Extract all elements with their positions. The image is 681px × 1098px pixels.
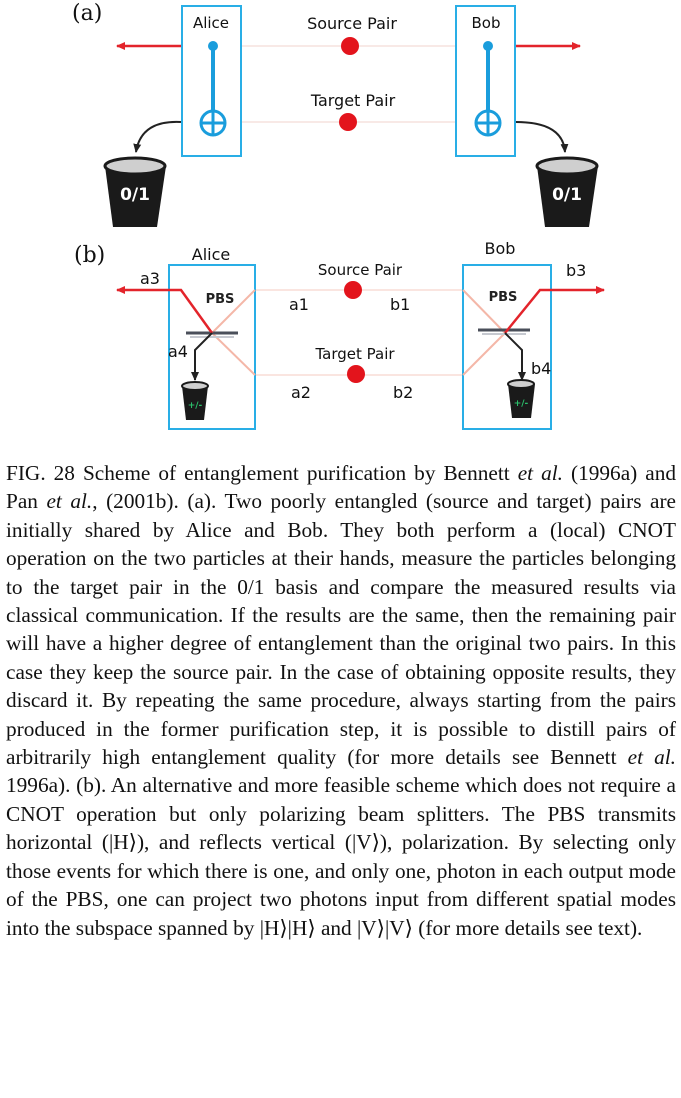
target-plus-icon-bob: [474, 109, 502, 137]
mode-b1-label: b1: [390, 295, 410, 314]
alice-box-a: [181, 5, 242, 157]
panel-a-label: (a): [72, 1, 102, 26]
bob-red-beam: [504, 286, 605, 334]
mode-a2-label: a2: [291, 383, 311, 402]
alice-black-beam: [191, 332, 213, 381]
alice-label-a: Alice: [193, 14, 229, 32]
target-photon-a: [339, 113, 357, 131]
source-photon-a: [341, 37, 359, 55]
source-pair-label-a: Source Pair: [307, 14, 397, 33]
target-pair-label-a: Target Pair: [310, 91, 396, 110]
target-plus-icon-alice: [199, 109, 227, 137]
target-photon-b: [347, 365, 365, 383]
bob-detector-label-a: 0/1: [552, 185, 582, 205]
alice-detector-label-a: 0/1: [120, 185, 150, 205]
bucket-icon-bob-a: [535, 156, 599, 227]
alice-measure-arrow-a: [133, 120, 182, 153]
alice-box-b: [168, 264, 256, 430]
bob-pbs-label: PBS: [489, 290, 518, 305]
bob-faint-diag-1: [462, 289, 506, 334]
mode-a4-label: a4: [168, 342, 188, 361]
figure: (a) Alice Bob Source Pair Target Pair 0/…: [72, 1, 605, 430]
alice-red-beam: [116, 286, 214, 334]
figure-caption: FIG. 28 Scheme of entanglement purificat…: [6, 461, 676, 940]
bob-box-a: [455, 5, 516, 157]
bob-detector-label-b: +/-: [514, 399, 529, 409]
source-photon-b: [344, 281, 362, 299]
target-pair-label-b: Target Pair: [314, 345, 395, 363]
mode-a3-label: a3: [140, 269, 160, 288]
mode-b3-label: b3: [566, 261, 586, 280]
bob-measure-arrow-a: [515, 121, 569, 153]
alice-pbs-label: PBS: [206, 292, 235, 307]
bucket-icon-bob-b: [507, 379, 535, 418]
panel-b-label: (b): [74, 243, 105, 268]
bob-label-a: Bob: [472, 14, 501, 32]
mode-b4-label: b4: [531, 359, 551, 378]
bucket-icon-alice-a: [103, 156, 167, 227]
alice-faint-diag-2: [211, 332, 256, 376]
mode-b2-label: b2: [393, 383, 413, 402]
bob-faint-diag-2: [462, 332, 506, 376]
bob-box-b: [462, 264, 552, 430]
bob-label-b: Bob: [485, 239, 516, 258]
alice-faint-diag-1: [211, 289, 256, 334]
bob-black-beam: [504, 332, 526, 381]
bucket-icon-alice-b: [181, 381, 209, 420]
mode-a1-label: a1: [289, 295, 309, 314]
alice-label-b: Alice: [192, 245, 230, 264]
source-pair-label-b: Source Pair: [318, 261, 403, 279]
alice-detector-label-b: +/-: [188, 401, 203, 411]
